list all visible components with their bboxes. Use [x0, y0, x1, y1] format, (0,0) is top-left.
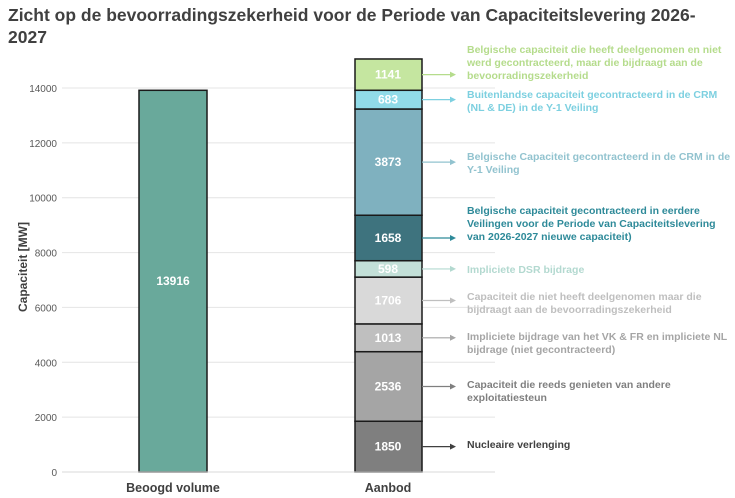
y-tick-label: 6000	[35, 303, 58, 314]
arrow-head-icon	[450, 334, 456, 341]
series-annotation: Impliciete bijdrage van het VK & FR en i…	[467, 331, 728, 356]
series-annotation: Capaciteit die reeds genieten van andere…	[467, 379, 671, 404]
arrow-head-icon	[450, 96, 456, 103]
bar-segment	[354, 276, 423, 325]
arrow-head-icon	[450, 71, 456, 78]
arrow-head-icon	[450, 234, 456, 241]
series-annotation: Belgische capaciteit gecontracteerd in e…	[467, 205, 716, 243]
y-axis-label: Capaciteit [MW]	[16, 222, 30, 312]
y-tick-label: 0	[51, 468, 57, 479]
series-annotation: Nucleaire verlenging	[467, 439, 571, 451]
data-label: 2536	[375, 379, 402, 393]
data-label: 683	[378, 93, 398, 107]
y-tick-label: 2000	[35, 413, 58, 424]
y-tick-label: 4000	[35, 358, 58, 369]
bar-segment	[354, 214, 423, 262]
data-label: 1141	[375, 68, 401, 82]
x-tick-label: Beoogd volume	[126, 481, 220, 495]
bar-segment	[354, 58, 423, 92]
y-tick-label: 10000	[29, 194, 57, 205]
x-tick-label: Aanbod	[365, 481, 412, 495]
data-label: 1658	[375, 231, 402, 245]
series-annotation: Belgische capaciteit die heeft deelgenom…	[467, 44, 722, 82]
bar-segment	[354, 108, 423, 216]
y-tick-label: 8000	[35, 249, 58, 260]
arrow-head-icon	[450, 159, 456, 166]
arrow-head-icon	[450, 383, 456, 390]
arrow-head-icon	[450, 265, 456, 272]
data-label: 13916	[156, 274, 190, 288]
y-tick-label: 14000	[29, 84, 57, 95]
bar-segment	[354, 420, 423, 473]
y-tick-label: 12000	[29, 139, 57, 150]
series-annotation: Belgische Capaciteit gecontracteerd in d…	[467, 151, 731, 176]
chart-title: Zicht op de bevoorradingszekerheid voor …	[8, 5, 696, 47]
data-label: 3873	[375, 155, 402, 169]
arrow-head-icon	[450, 443, 456, 450]
series-annotation: Buitenlandse capaciteit gecontracteerd i…	[467, 89, 718, 114]
data-label: 598	[378, 262, 398, 276]
series-annotation: Capaciteit die niet heeft deelgenomen ma…	[467, 291, 702, 316]
data-label: 1850	[375, 440, 402, 454]
arrow-head-icon	[450, 297, 456, 304]
data-label: 1706	[375, 294, 402, 308]
bar-beoogd-volume	[138, 89, 208, 473]
data-label: 1013	[375, 331, 402, 345]
series-annotation: Impliciete DSR bijdrage	[467, 264, 585, 276]
